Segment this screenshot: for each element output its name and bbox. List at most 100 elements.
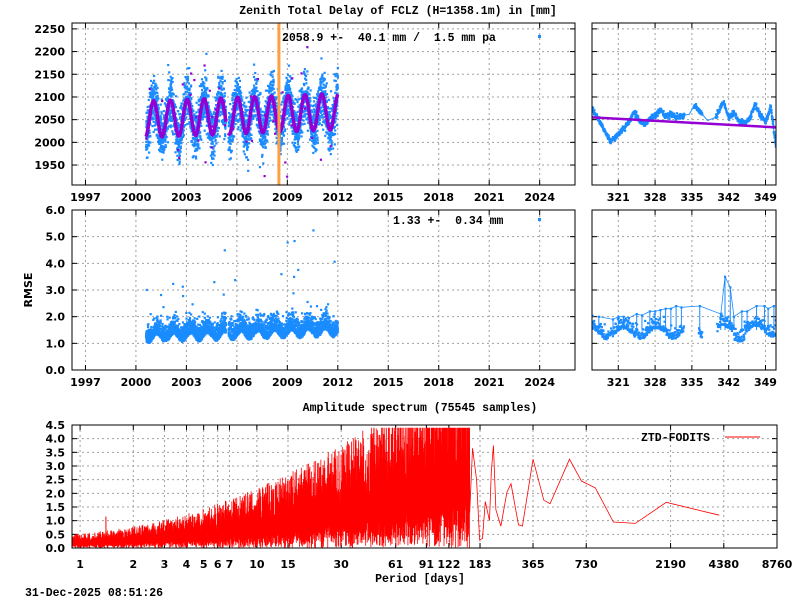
ztd-zoom-point bbox=[624, 129, 627, 132]
ztd-observation-point bbox=[270, 71, 273, 74]
ztd-observation-point bbox=[196, 119, 199, 122]
ztd-zoom-point bbox=[743, 121, 746, 125]
ztd-observation-point bbox=[309, 97, 312, 100]
ztd-observation-point bbox=[280, 138, 284, 141]
ztd-observation-point bbox=[145, 123, 148, 127]
ztd-observation-point bbox=[218, 114, 222, 117]
ztd-observation-point bbox=[301, 90, 305, 93]
ztd-observation-point bbox=[170, 82, 173, 85]
rmse-point bbox=[161, 326, 165, 329]
ztd-zoom-point bbox=[735, 114, 738, 117]
ztd-observation-point bbox=[276, 105, 279, 108]
ztd-observation-point bbox=[336, 124, 339, 127]
ztd-observation-point bbox=[242, 140, 245, 143]
ztd-observation-point bbox=[197, 145, 200, 148]
ztd-observation-point bbox=[188, 87, 191, 90]
ztd-observation-point bbox=[261, 114, 265, 117]
ztd-observation-point bbox=[317, 123, 320, 126]
ztd-observation-point bbox=[160, 112, 163, 115]
ztd-observation-point bbox=[303, 72, 306, 75]
ztd-observation-point bbox=[214, 104, 218, 107]
ztd-observation-point bbox=[154, 98, 157, 101]
ztd-observation-point bbox=[230, 149, 233, 152]
ztd-observation-point bbox=[166, 141, 170, 144]
rmse-point bbox=[159, 321, 162, 324]
ztd-observation-point bbox=[156, 99, 159, 102]
ztd-observation-point bbox=[166, 96, 169, 99]
ztd-observation-point bbox=[219, 80, 222, 83]
ztd-observation-point bbox=[229, 157, 232, 160]
rmse-point bbox=[185, 311, 188, 315]
ztd-observation-point bbox=[271, 75, 274, 78]
ztd-observation-point bbox=[310, 116, 313, 119]
rmse-point bbox=[166, 318, 169, 321]
rmse-point bbox=[173, 321, 177, 324]
ztd-observation-point bbox=[300, 87, 304, 90]
ztd-observation-point bbox=[186, 81, 189, 84]
ztd-observation-point bbox=[147, 144, 151, 147]
timestamp: 31-Dec-2025 08:51:26 bbox=[25, 587, 163, 600]
ztd-observation-point bbox=[256, 79, 259, 82]
ztd-observation-point bbox=[243, 143, 246, 147]
ztd-observation-point bbox=[153, 91, 157, 94]
ztd-observation-point bbox=[329, 138, 332, 141]
ztd-observation-point bbox=[171, 77, 174, 80]
ztd-observation-point bbox=[294, 146, 298, 149]
ztd-zoom-point bbox=[673, 112, 676, 115]
ztd-observation-point bbox=[312, 134, 315, 138]
ztd-observation-point bbox=[156, 136, 160, 139]
ztd-observation-point bbox=[222, 98, 226, 102]
ztd-zoom-point bbox=[629, 119, 632, 122]
ztd-observation-point bbox=[178, 117, 182, 120]
ztd-observation-point bbox=[287, 80, 290, 84]
ztd-observation-point bbox=[303, 77, 307, 80]
ztd-observation-point bbox=[249, 127, 252, 130]
ztd-observation-point bbox=[313, 135, 317, 138]
rmse-point bbox=[161, 338, 165, 341]
ztd-observation-point bbox=[330, 141, 333, 144]
ztd-zoom-point bbox=[732, 110, 736, 113]
x-tick-label: 342 bbox=[717, 191, 740, 204]
rmse-point bbox=[190, 313, 193, 316]
ztd-observation-point bbox=[327, 110, 330, 114]
ztd-zoom-point bbox=[728, 116, 731, 120]
ztd-observation-point bbox=[221, 92, 224, 96]
ztd-observation-point bbox=[261, 110, 264, 113]
ztd-observation-point bbox=[227, 112, 231, 115]
rmse-point bbox=[156, 315, 159, 318]
ztd-observation-point bbox=[233, 135, 236, 138]
ztd-observation-point bbox=[332, 97, 335, 100]
ztd-observation-point bbox=[316, 136, 319, 139]
ztd-observation-point bbox=[327, 148, 330, 151]
rmse-point bbox=[148, 328, 151, 332]
ztd-observation-point bbox=[239, 89, 242, 93]
ztd-observation-point bbox=[322, 128, 325, 131]
ztd-observation-point bbox=[149, 123, 152, 126]
rmse-point bbox=[178, 329, 181, 332]
ztd-observation-point bbox=[295, 117, 299, 120]
ztd-observation-point bbox=[336, 76, 339, 79]
ztd-observation-point bbox=[298, 104, 301, 107]
ztd-observation-point bbox=[159, 144, 163, 147]
ztd-observation-point bbox=[290, 126, 293, 129]
ztd-observation-point bbox=[209, 135, 212, 139]
ztd-zoom-point bbox=[607, 134, 610, 137]
ztd-observation-point bbox=[266, 133, 269, 136]
ztd-model-outlier-point bbox=[249, 95, 253, 98]
ztd-observation-point bbox=[193, 149, 197, 153]
ztd-observation-point bbox=[235, 77, 238, 81]
ztd-model-outlier-point bbox=[203, 64, 206, 67]
ztd-observation-point bbox=[328, 110, 332, 113]
ztd-observation-point bbox=[320, 116, 324, 119]
ztd-zoom-point bbox=[634, 116, 637, 119]
ztd-zoom-point bbox=[766, 115, 769, 118]
ztd-observation-point bbox=[221, 75, 224, 78]
ztd-observation-point bbox=[156, 91, 159, 95]
ztd-observation-point bbox=[190, 140, 193, 143]
ztd-model-outlier-point bbox=[208, 89, 211, 92]
ztd-model-outlier-point bbox=[309, 116, 312, 119]
ztd-observation-point bbox=[299, 125, 302, 128]
ztd-observation-point bbox=[149, 134, 152, 138]
ztd-observation-point bbox=[168, 117, 171, 120]
ztd-observation-point bbox=[236, 83, 239, 86]
